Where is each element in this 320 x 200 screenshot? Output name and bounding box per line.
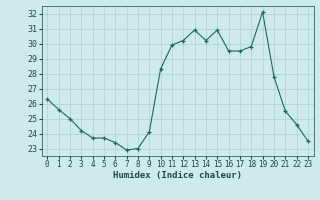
X-axis label: Humidex (Indice chaleur): Humidex (Indice chaleur) [113,171,242,180]
